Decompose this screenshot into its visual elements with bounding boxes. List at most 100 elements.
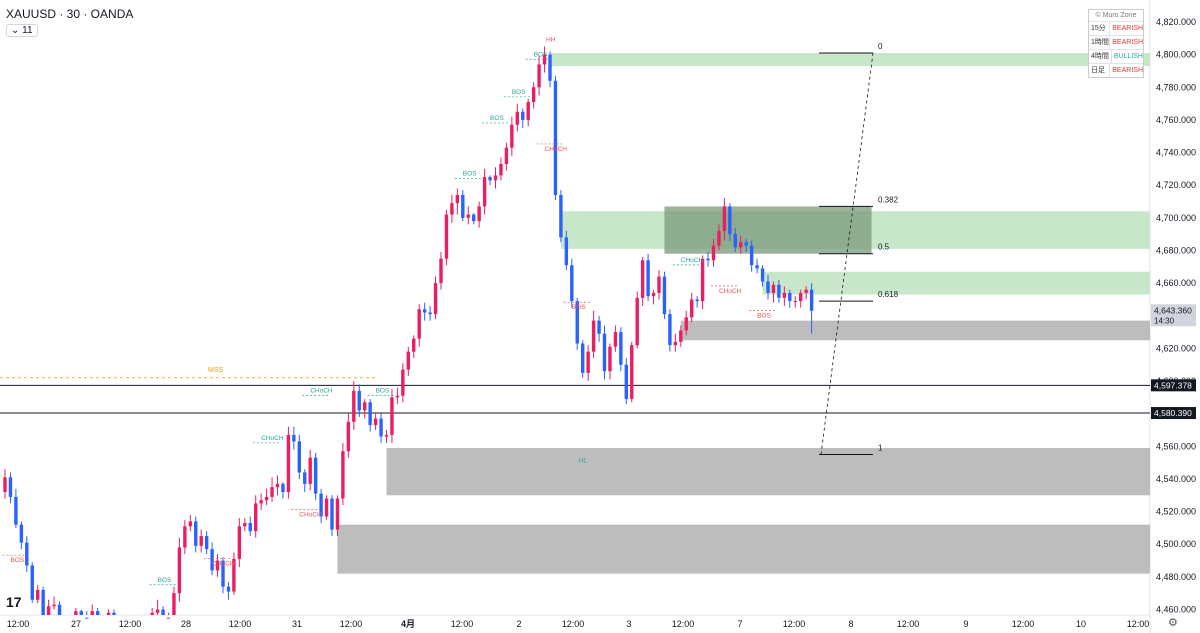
fib-level-label: 0 [878,42,883,51]
price-tick-label: 4,620.000 [1156,343,1196,353]
candle-body [570,265,574,302]
candle-body [711,245,716,261]
candle-body [14,496,18,525]
candle-body [36,589,40,600]
candle-body [313,457,318,494]
fib-level-label: 0.382 [878,195,899,204]
candle-body [95,611,100,615]
trend-timeframe: 1時間 [1089,36,1111,49]
time-tick-label: 12:00 [897,619,920,629]
time-tick-label: 12:00 [7,619,30,629]
structure-label: BOS [10,557,24,564]
candle-body [8,477,13,497]
price-tick-label: 4,780.000 [1156,82,1196,92]
candle-body [41,589,45,615]
price-tick-label: 4,740.000 [1156,148,1196,158]
candle-body [531,87,536,102]
candle-body [106,612,111,615]
structure-label: BOS [463,170,477,177]
candle-body [657,276,661,293]
trend-timeframe: 15分 [1089,22,1111,35]
trend-status: BEARISH [1112,67,1143,74]
candle-body [204,536,209,550]
candle-body [232,558,236,592]
candle-body [608,346,612,372]
candle-body [259,500,263,504]
candle-body [700,258,705,302]
candle-body [619,332,623,365]
candle-body [537,64,541,88]
candle-body [493,175,498,181]
countdown-text: 14:30 [1154,316,1175,325]
candle-body [308,457,312,484]
candle-body [319,493,323,517]
structure-label: CHoCH [681,257,704,264]
interval-badge[interactable]: ⌄ 11 [6,24,38,37]
current-price-text: 4,643.360 [1154,305,1192,315]
candle-body [401,369,405,396]
candle-body [466,214,470,218]
candle-body [575,301,579,344]
gear-icon[interactable]: ⚙ [1168,617,1178,629]
candle-body [799,292,803,302]
candle-body [281,483,285,493]
price-tick-label: 4,560.000 [1156,441,1196,451]
candle-body [25,542,29,566]
time-tick-label: 12:00 [1127,619,1150,629]
candle-body [286,434,291,493]
price-tick-label: 4,500.000 [1156,539,1196,549]
candle-body [602,333,607,372]
price-tick-label: 4,520.000 [1156,507,1196,517]
candle-body [581,343,585,373]
zone-dark [664,206,872,254]
candle-body [237,526,242,559]
candle-body [793,301,797,303]
structure-label: CHoCH [719,288,742,295]
candle-body [510,124,514,148]
candle-body [788,292,792,302]
trend-panel-title: © Muro Zone [1089,10,1143,22]
candle-body [166,617,171,619]
time-tick-label: 8 [848,619,853,629]
candle-body [3,477,7,493]
time-tick-label: 12:00 [229,619,252,629]
swing-label: HL [579,458,588,465]
candle-body [640,260,645,298]
candle-body [597,320,601,334]
zone-gray [680,320,1150,341]
time-tick-label: 7 [737,619,742,629]
candle-body [210,549,214,571]
structure-label: CHoCH [299,511,322,518]
candle-body [564,237,569,266]
candle-body [221,560,225,587]
price-tick-label: 4,820.000 [1156,17,1196,27]
candle-body [439,258,443,284]
candle-body [373,418,378,426]
candle-body [215,560,220,571]
candle-body [412,338,416,352]
candle-body [194,521,198,546]
candle-body [188,521,192,527]
time-tick-label: 27 [71,619,81,629]
price-tick-label: 4,720.000 [1156,180,1196,190]
candle-body [275,483,280,488]
trend-panel: © Muro Zone 15分 BEARISH 1時間 BEARISH 4時間 … [1088,9,1144,78]
candle-body [264,496,269,501]
candle-body [548,54,552,81]
candle-body [515,111,519,125]
trend-timeframe: 4時間 [1089,50,1112,63]
price-tick-label: 4,760.000 [1156,115,1196,125]
candle-body [477,206,481,222]
candle-body [809,289,814,311]
structure-label: CHoCH [310,387,333,394]
candle-body [155,609,160,613]
price-line-tag-text: 4,597.378 [1154,380,1192,390]
swing-label: HH [546,37,556,44]
candle-body [379,418,383,437]
candle-body [330,498,334,530]
time-tick-label: 12:00 [451,619,474,629]
candle-body [733,234,737,248]
time-tick-label: 3 [626,619,631,629]
zone-gray [386,447,1150,496]
